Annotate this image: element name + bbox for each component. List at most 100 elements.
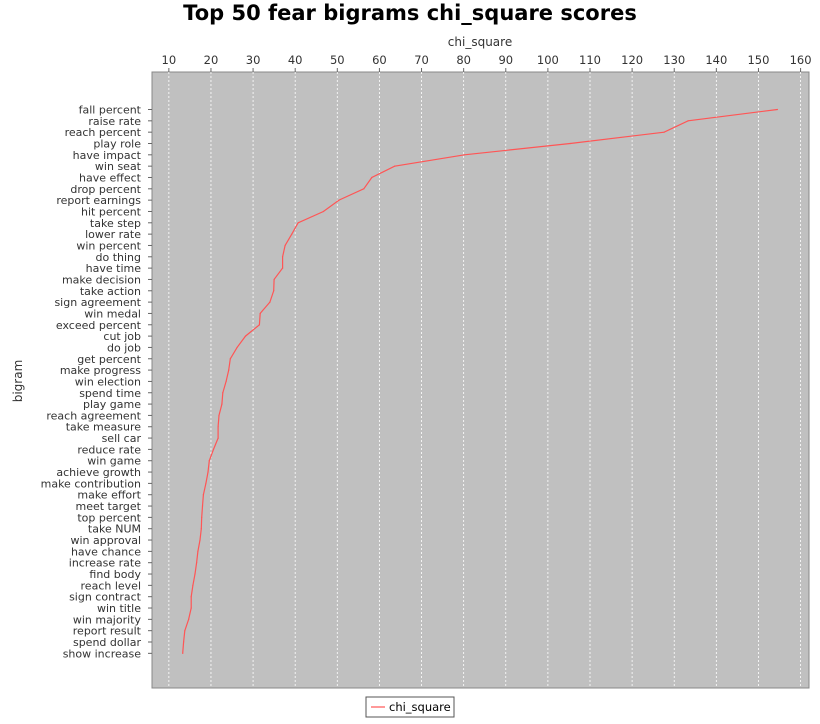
data-point [207,471,209,473]
y-tick-label: play game [83,398,141,411]
y-tick-label: report earnings [56,194,141,207]
x-tick-label: 80 [456,53,471,67]
x-tick-label: 110 [579,53,601,67]
data-point [196,562,198,564]
legend-box [365,696,455,718]
data-point [281,267,284,269]
data-point [569,142,571,145]
y-tick-label: make effort [77,489,141,502]
data-point [217,426,219,428]
data-point [212,448,215,450]
data-point [236,346,238,349]
data-point [190,607,192,609]
y-tick-label: win majority [73,613,142,626]
y-tick-label: reach level [81,579,141,592]
x-tick-label: 90 [498,53,513,67]
data-point [222,392,224,394]
data-point [197,550,199,552]
data-point [188,618,190,620]
grid-layer [168,72,801,688]
y-tick-label: make progress [60,364,141,377]
data-point [229,358,231,360]
data-point [273,278,275,281]
data-point [218,414,220,417]
y-tick-label: achieve growth [56,466,141,479]
y-tick-label: take step [90,217,141,230]
y-tick-label: win approval [70,534,141,547]
y-tick-label: increase rate [69,557,141,570]
y-tick-label: win percent [76,239,141,252]
y-tick-label: take NUM [88,523,141,536]
data-point [217,437,219,439]
y-tick-label: fall percent [79,104,142,117]
x-tick-label: 120 [621,53,643,67]
y-tick-label: top percent [77,511,141,524]
data-point [776,108,779,111]
y-tick-label: win election [75,375,141,388]
y-tick-label: sign agreement [54,296,141,309]
y-tick-label: make decision [62,273,141,286]
x-tick-label: 50 [330,53,345,67]
data-point [297,222,299,224]
x-tick-label: 140 [705,53,727,67]
data-point [208,460,210,462]
x-tick-label: 70 [414,53,429,67]
data-point [200,528,202,530]
data-point [201,516,203,518]
y-tick-label: do job [107,341,141,354]
data-point [371,176,373,179]
y-tick-label: exceed percent [56,319,142,332]
x-axis-label: chi_square [448,35,512,49]
data-point [393,165,396,167]
x-tick-label: 130 [663,53,685,67]
y-tick-label: win game [87,455,141,468]
y-tick-label: report result [73,625,142,638]
y-tick-label: have impact [73,149,142,162]
data-point [687,120,689,122]
data-point [182,652,184,654]
y-tick-label: show increase [63,647,142,660]
data-point [363,188,365,190]
data-point [192,584,194,586]
y-tick-label: win medal [84,307,141,320]
y-tick-label: spend dollar [73,636,141,649]
y-tick-label: reach percent [65,126,142,139]
y-tick-label: take measure [66,421,142,434]
y-tick-label: find body [89,568,141,581]
y-tick-label: lower rate [85,228,141,241]
data-point [190,596,192,598]
y-axis-label: bigram [11,360,25,403]
data-point [322,210,325,213]
data-point [291,233,293,235]
y-tick-label: sell car [102,432,142,445]
data-point [202,494,204,496]
legend-label: chi_square [389,700,451,714]
y-tick-label: raise rate [88,115,141,128]
chart-title: Top 50 fear bigrams chi_square scores [183,1,637,25]
data-point [269,301,271,303]
data-point [281,256,284,258]
y-tick-label: win title [97,602,141,615]
plot-area [151,71,810,689]
x-tick-label: 30 [246,53,261,67]
y-tick-label: take action [80,285,141,298]
y-tick-label: do thing [95,251,141,264]
data-point [225,380,227,383]
x-tick-label: 40 [288,53,303,67]
y-tick-label: meet target [75,500,141,513]
y-tick-label: spend time [79,387,141,400]
data-point [228,369,230,371]
y-tick-label: reach agreement [46,409,141,422]
data-point [259,312,261,315]
data-point [184,630,186,632]
y-tick-label: have effect [79,171,142,184]
data-point [201,505,204,507]
x-tick-label: 160 [790,53,812,67]
y-tick-label: have time [86,262,142,275]
y-tick-label: play role [93,137,141,150]
y-tick-label: win seat [95,160,142,173]
data-point [244,335,247,337]
